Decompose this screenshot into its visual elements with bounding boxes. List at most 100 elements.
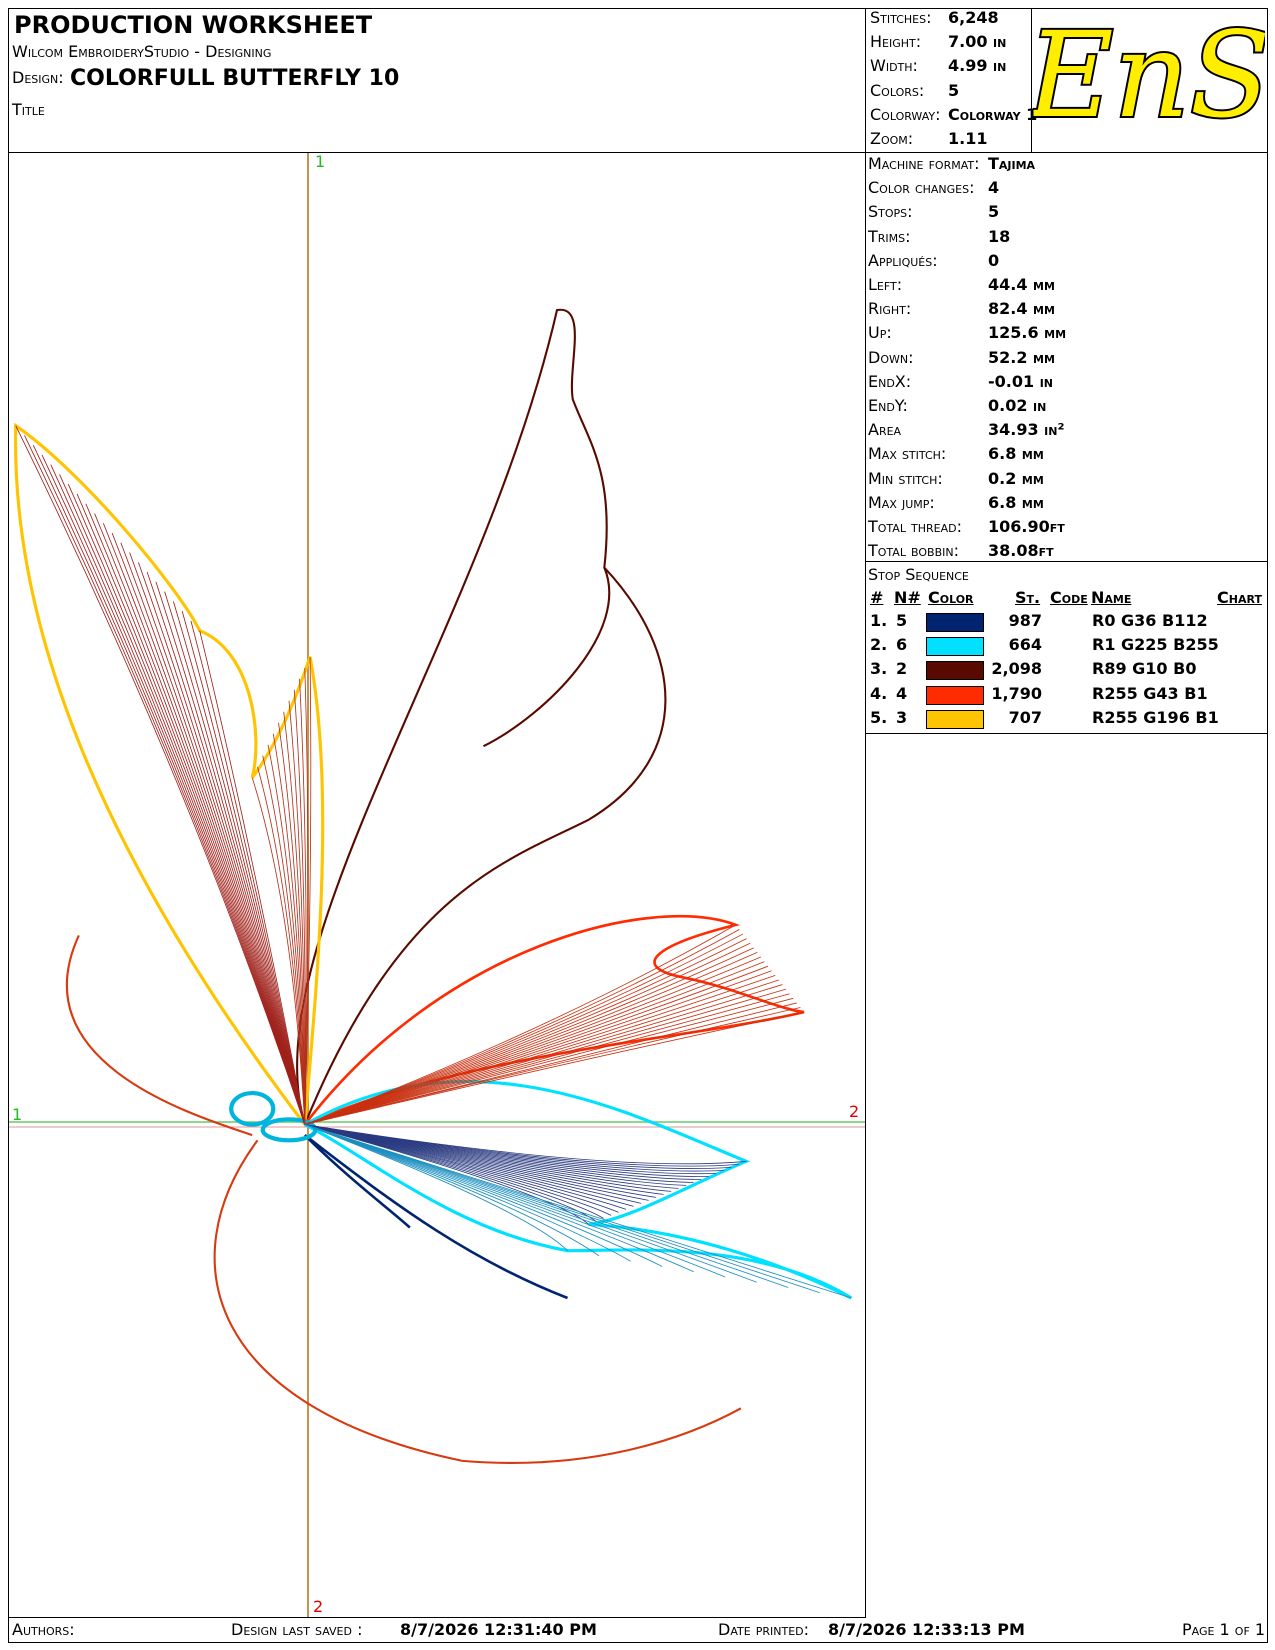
stitch-line	[304, 1124, 604, 1219]
lower-wing-outline	[304, 1080, 853, 1300]
stitch-line	[304, 1124, 726, 1278]
table-header: N#	[894, 588, 921, 607]
stitch-line	[304, 1124, 694, 1183]
color-swatch	[926, 709, 984, 729]
axis-label: 2	[849, 1102, 859, 1121]
stop-title: Stop Sequence	[868, 565, 969, 584]
summary-value: 4.99 in	[948, 56, 1007, 76]
stitch-line	[304, 1124, 657, 1198]
table-header: Code	[1050, 588, 1088, 607]
stitch-line	[146, 571, 306, 1125]
head	[229, 1090, 276, 1127]
stitch-line	[304, 1124, 664, 1195]
stitch-line	[304, 667, 309, 1125]
stitch-line	[304, 1124, 789, 1288]
stitch-line	[293, 689, 306, 1125]
axis-label: 2	[313, 1597, 323, 1616]
detail-label: Left:	[868, 275, 903, 294]
stitch-line	[304, 656, 312, 1125]
title: PRODUCTION WORKSHEET	[14, 11, 373, 39]
stitch-line	[304, 1124, 679, 1189]
stitch-line	[304, 1124, 717, 1175]
detail-label: Min stitch:	[868, 468, 943, 488]
stitch-line	[111, 532, 306, 1125]
row-needle: 6	[896, 635, 908, 655]
stitch-line	[304, 970, 772, 1125]
detail-label: Stops:	[868, 202, 913, 222]
row-stitches: 707	[1008, 707, 1042, 727]
stitch-line	[304, 974, 776, 1125]
stitch-line	[181, 610, 306, 1125]
stitch-line	[304, 965, 769, 1125]
row-name: R255 G43 B1	[1092, 683, 1208, 703]
stitch-line	[304, 1124, 619, 1213]
stitch-line	[304, 1124, 589, 1225]
row-name: R1 G225 B255	[1092, 635, 1219, 655]
row-needle: 5	[896, 611, 908, 630]
stitch-line	[304, 1124, 739, 1167]
stitch-line	[304, 1007, 801, 1125]
stitch-line	[304, 956, 762, 1125]
authors: Authors:	[12, 1620, 75, 1639]
stitch-line	[120, 542, 306, 1125]
stitch-line	[304, 929, 740, 1125]
row-num: 3.	[870, 659, 888, 679]
stitch-line	[304, 1124, 757, 1283]
stitch-line	[304, 1124, 631, 1262]
stitch-line	[32, 444, 306, 1125]
stitch-line	[304, 1124, 724, 1172]
stitch-line	[257, 766, 306, 1125]
stitch-line	[299, 678, 307, 1125]
stitch-line	[304, 1124, 694, 1273]
row-num: 5.	[870, 707, 888, 727]
row-stitches: 1,790	[991, 683, 1042, 703]
color-swatch	[926, 637, 984, 657]
detail-value: 38.08ft	[988, 541, 1054, 561]
stitch-line	[304, 988, 787, 1125]
row-needle: 2	[896, 659, 908, 679]
summary-label: Colorway:	[870, 104, 941, 124]
stitch-line	[304, 993, 790, 1125]
row-name: R89 G10 B0	[1092, 659, 1197, 679]
summary-value: 6,248	[948, 8, 999, 27]
stitch-line	[304, 1124, 627, 1210]
stitch-line	[304, 1124, 732, 1169]
stitch-line	[137, 562, 306, 1125]
axis-label: 1	[315, 152, 325, 171]
summary-label: Height:	[870, 32, 922, 52]
design-label: Design:	[12, 68, 64, 87]
detail-label: Down:	[868, 347, 914, 367]
color-swatch	[926, 661, 984, 681]
logo-text: EnS	[1033, 11, 1265, 144]
detail-value: 18	[988, 226, 1011, 246]
summary-label: Zoom:	[870, 129, 914, 148]
antennae	[65, 934, 742, 1464]
stitch-line	[50, 464, 306, 1125]
stitch-line	[304, 984, 783, 1125]
table-header: Color	[928, 588, 974, 607]
stitch-line	[304, 924, 736, 1125]
stitch-line	[304, 961, 765, 1125]
axis-label: 1	[12, 1105, 22, 1124]
row-stitches: 987	[1008, 611, 1042, 630]
detail-value: 6.8 mm	[988, 492, 1044, 512]
stitch-line	[304, 952, 758, 1125]
detail-label: Color changes:	[868, 178, 975, 198]
row-needle: 3	[896, 707, 908, 727]
row-stitches: 2,098	[991, 659, 1042, 679]
detail-value: 34.93 in²	[988, 420, 1065, 440]
stitch-line	[288, 700, 306, 1125]
stitch-line	[251, 777, 306, 1125]
stitch-line	[304, 1124, 642, 1204]
detail-value: 106.90ft	[988, 517, 1065, 536]
stitch-line	[164, 591, 306, 1125]
saved: 8/7/2026 12:31:40 PM	[400, 1620, 597, 1639]
detail-value: 52.2 mm	[988, 347, 1055, 367]
stitch-line	[304, 1124, 634, 1207]
summary-label: Stitches:	[870, 8, 932, 27]
stitch-line	[304, 1124, 709, 1177]
stitch-line	[304, 1124, 568, 1251]
stitch-line	[304, 1124, 597, 1222]
stitch-line	[278, 722, 306, 1125]
